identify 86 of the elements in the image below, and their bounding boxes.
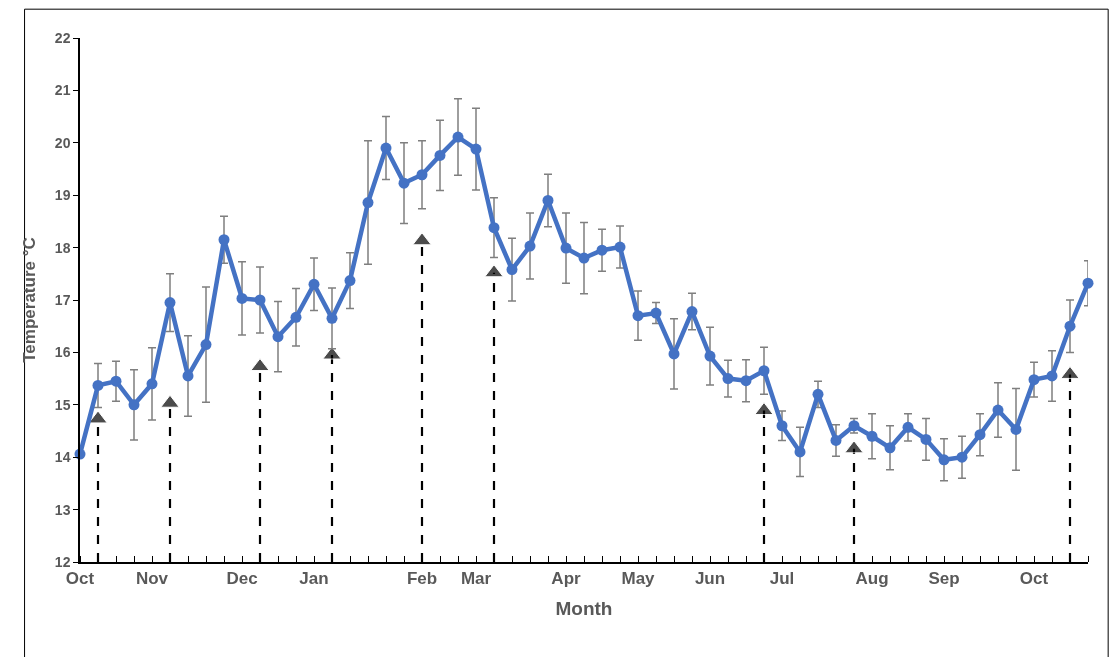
point [416,169,428,181]
point [650,307,662,319]
point [632,310,644,322]
point [236,292,248,304]
point [218,234,230,246]
x-tick-label: May [621,569,656,589]
point [758,365,770,377]
y-axis-title: Temperature °C [19,237,39,363]
x-tick-label: Feb [406,569,438,589]
point [866,430,878,442]
y-tick-label: 19 [54,187,71,204]
point [326,312,338,324]
point [614,241,626,253]
point [542,194,554,206]
point [740,375,752,387]
x-tick-label: Mar [460,569,492,589]
point [160,394,180,408]
point [974,429,986,441]
point [200,339,212,351]
x-tick-label: Oct [65,569,95,589]
x-tick-label: Dec [226,569,258,589]
point [362,197,374,209]
point [146,378,158,390]
y-tick-label: 12 [54,553,71,570]
x-tick-label: Sep [928,569,960,589]
y-tick-label: 22 [54,29,71,46]
point [844,440,864,454]
x-tick-label: Jan [299,569,329,589]
x-tick-label: Nov [135,569,169,589]
point [110,375,122,387]
y-tick-label: 16 [54,344,71,361]
x-tick-label: Apr [551,569,582,589]
x-tick-label: Jul [769,569,795,589]
y-tick-label: 14 [54,449,71,466]
point [272,331,284,343]
point [754,402,774,416]
x-tick-label: Aug [855,569,889,589]
point [412,232,432,246]
point [902,421,914,433]
y-tick-label: 15 [54,396,71,413]
y-tick-label: 20 [54,134,71,151]
point [956,451,968,463]
point [920,433,932,445]
y-tick-label: 17 [54,291,71,308]
point [1046,370,1058,382]
point [290,311,302,323]
point [484,264,504,278]
point [380,142,392,154]
point [992,404,1004,416]
point [322,346,342,360]
point [506,264,518,276]
point [1082,277,1094,289]
point [938,454,950,466]
point [1028,374,1040,386]
point [254,294,266,306]
point [250,358,270,372]
point [524,240,536,252]
point [578,252,590,264]
point [128,399,140,411]
point [560,242,572,254]
point [794,446,806,458]
point [88,410,108,424]
point [344,275,356,287]
point [182,370,194,382]
y-tick-label: 18 [54,239,71,256]
y-tick-label: 13 [54,501,71,518]
point [308,278,320,290]
point [452,131,464,143]
point [488,222,500,234]
point [1064,320,1076,332]
point [398,177,410,189]
point [92,379,104,391]
x-tick-label: Jun [694,569,726,589]
point [704,350,716,362]
point [884,442,896,454]
x-tick-label: Oct [1019,569,1049,589]
y-tick-label: 21 [54,82,71,99]
point [812,388,824,400]
point [830,434,842,446]
point [596,244,608,256]
point [434,149,446,161]
point [1010,423,1022,435]
point [776,420,788,432]
point [470,143,482,155]
x-axis-title: Month [555,598,613,620]
point [722,373,734,385]
